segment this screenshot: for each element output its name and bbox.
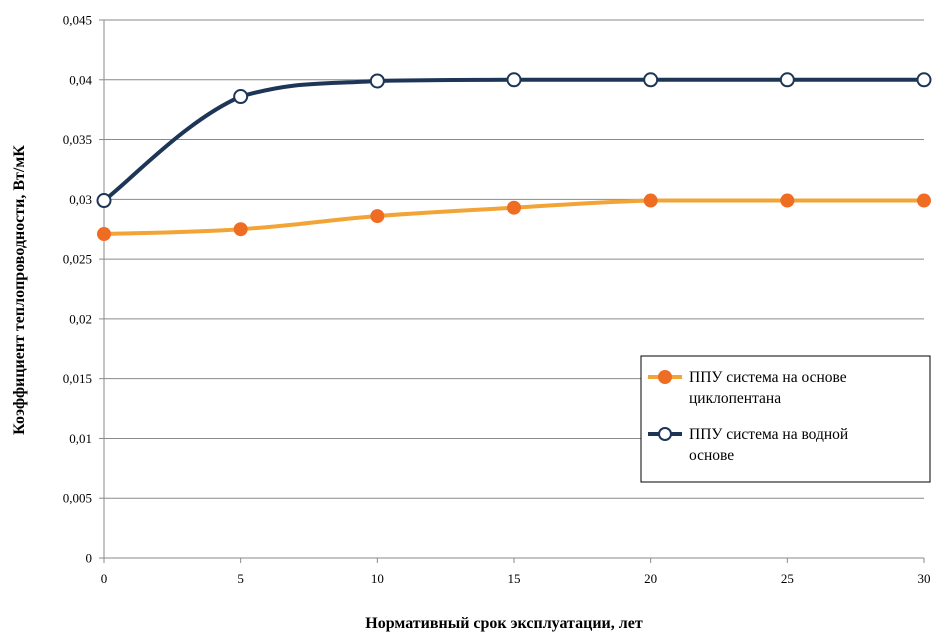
x-tick-label: 15	[508, 571, 521, 586]
data-point	[506, 72, 522, 88]
series-line	[102, 77, 926, 203]
x-tick-label: 25	[781, 571, 794, 586]
legend-label: циклопентана	[689, 390, 781, 407]
series-layer	[96, 72, 932, 242]
y-tick-label: 0,005	[63, 491, 92, 506]
y-tick-label: 0,01	[69, 431, 92, 446]
y-tick-label: 0,015	[63, 371, 92, 386]
y-tick-label: 0,035	[63, 132, 92, 147]
x-tick-label: 0	[101, 571, 108, 586]
data-point	[370, 209, 385, 224]
y-tick-label: 0,025	[63, 252, 92, 267]
y-tick-labels: 0 0,005 0,01 0,015 0,02 0,025 0,03 0,035 0,04 0,0…	[63, 13, 93, 566]
series-1	[97, 193, 931, 242]
data-point	[96, 193, 112, 209]
axes	[103, 20, 925, 563]
y-tick-label: 0	[86, 551, 93, 566]
data-point	[917, 193, 931, 208]
y-tick-label: 0,045	[63, 13, 92, 28]
legend-entry-2: ППУ система на водной основе	[648, 426, 848, 464]
legend-entry-1: ППУ система на основе циклопентана	[648, 369, 847, 407]
data-point	[233, 222, 248, 237]
data-point	[916, 72, 932, 88]
legend-box	[640, 355, 931, 483]
data-point	[97, 227, 111, 242]
y-tick-label: 0,02	[69, 311, 92, 326]
y-tick-label: 0,04	[69, 72, 92, 87]
data-point	[233, 89, 249, 105]
x-tick-label: 20	[644, 571, 657, 586]
series-2	[96, 72, 932, 209]
x-tick-label: 30	[918, 571, 931, 586]
data-point	[643, 72, 659, 88]
legend-marker	[658, 370, 672, 384]
legend-label: основе	[689, 447, 734, 464]
legend-marker	[658, 427, 672, 441]
y-tick-label: 0,03	[69, 192, 92, 207]
x-axis-title: Нормативный срок эксплуатации, лет	[365, 615, 643, 632]
x-tick-label: 10	[371, 571, 384, 586]
data-point	[643, 193, 658, 208]
x-tick-labels: 0 5 10 15 20 25 30	[101, 571, 931, 586]
data-point	[369, 73, 385, 89]
x-tick-label: 5	[237, 571, 244, 586]
data-point	[779, 72, 795, 88]
y-axis-title: Коэффициент теплопроводности, Вт/мК	[11, 145, 28, 435]
data-point	[780, 193, 795, 208]
legend-label: ППУ система на основе	[689, 369, 847, 386]
data-point	[507, 200, 521, 215]
legend-label: ППУ система на водной	[689, 426, 848, 443]
